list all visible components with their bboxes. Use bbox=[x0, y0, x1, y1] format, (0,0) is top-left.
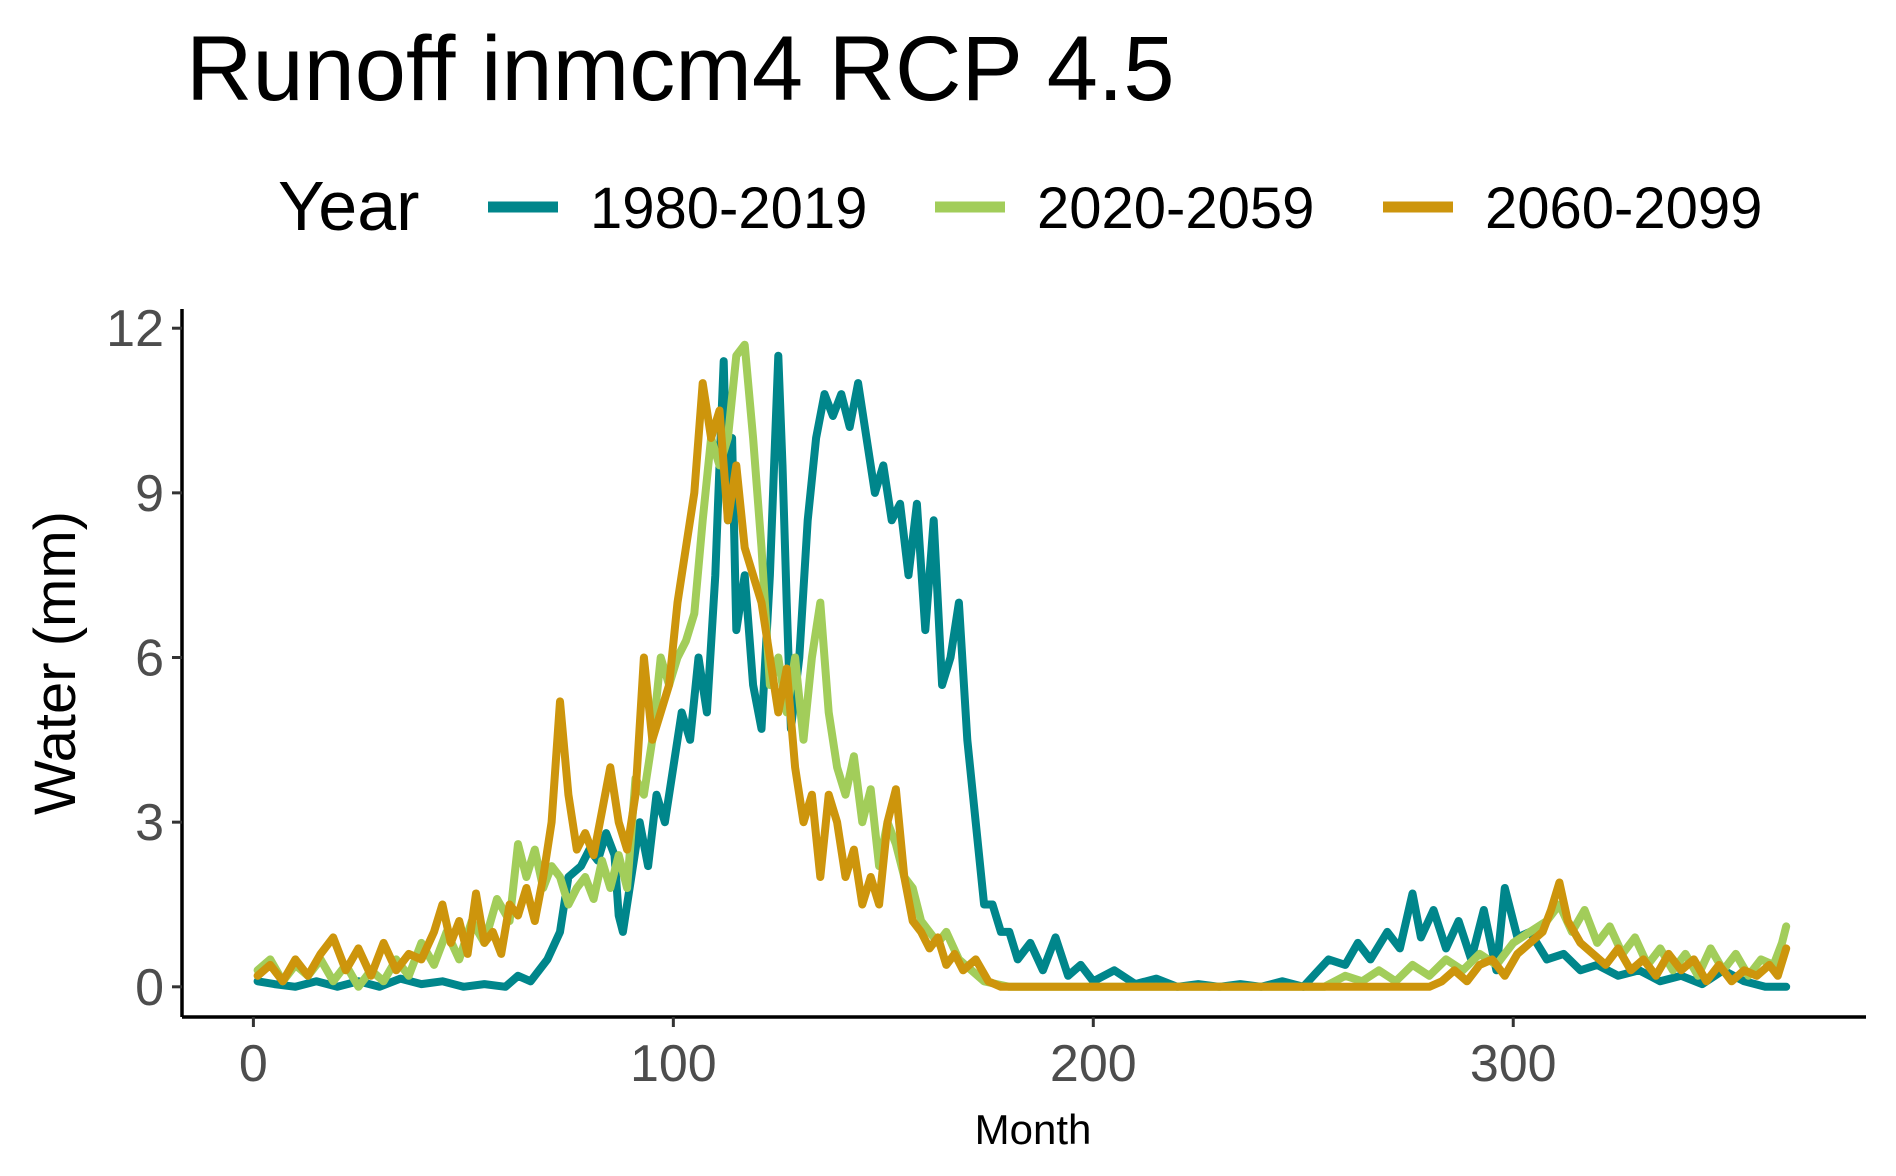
x-axis-label: Month bbox=[975, 1106, 1092, 1153]
series-line bbox=[253, 351, 1791, 991]
x-tick-label: 100 bbox=[630, 1035, 717, 1093]
legend: Year 1980-2019 2020-2059 2060-2099 bbox=[278, 167, 1762, 245]
y-tick-label: 6 bbox=[135, 630, 164, 688]
series-lines bbox=[253, 340, 1791, 991]
axes: 0 3 6 9 12 0 100 200 300 bbox=[106, 300, 1866, 1093]
y-ticks: 0 3 6 9 12 bbox=[106, 300, 182, 1017]
legend-label: 2020-2059 bbox=[1037, 176, 1314, 241]
x-tick-label: 200 bbox=[1050, 1035, 1137, 1093]
legend-title: Year bbox=[278, 167, 419, 245]
y-tick-label: 3 bbox=[135, 794, 164, 852]
y-tick-label: 12 bbox=[106, 300, 164, 358]
y-tick-label: 0 bbox=[135, 959, 164, 1017]
x-tick-label: 0 bbox=[239, 1035, 268, 1093]
x-ticks: 0 100 200 300 bbox=[239, 1017, 1557, 1093]
legend-label: 1980-2019 bbox=[590, 176, 867, 241]
legend-label: 2060-2099 bbox=[1485, 176, 1762, 241]
series-line bbox=[253, 379, 1791, 991]
series-line bbox=[253, 340, 1791, 991]
y-tick-label: 9 bbox=[135, 465, 164, 523]
legend-entries: 1980-2019 2020-2059 2060-2099 bbox=[488, 176, 1762, 241]
x-tick-label: 300 bbox=[1470, 1035, 1557, 1093]
y-axis-label: Water (mm) bbox=[23, 511, 88, 815]
chart-title: Runoff inmcm4 RCP 4.5 bbox=[186, 18, 1175, 120]
